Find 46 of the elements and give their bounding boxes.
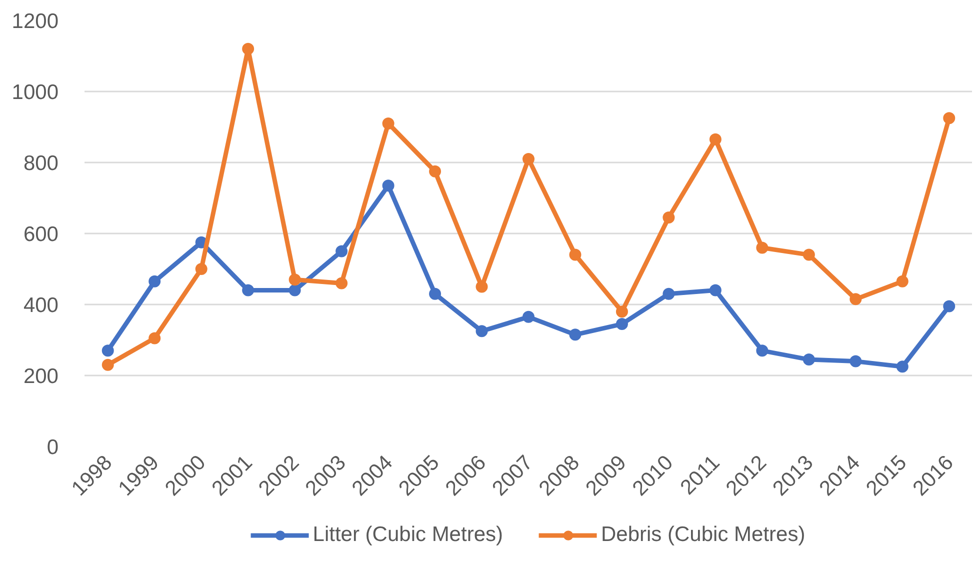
- point: [850, 293, 862, 306]
- point: [662, 288, 675, 300]
- point: [802, 354, 815, 366]
- point: [709, 284, 722, 296]
- legend-label: Debris (Cubic Metres): [601, 523, 806, 547]
- point: [802, 248, 815, 261]
- y-tick-label: 1000: [12, 81, 58, 104]
- point: [616, 306, 628, 318]
- point: [242, 284, 254, 296]
- point: [382, 180, 394, 192]
- y-tick-label: 600: [23, 223, 59, 246]
- point: [756, 242, 768, 254]
- point: [148, 275, 161, 288]
- point: [148, 332, 161, 344]
- point: [195, 263, 208, 275]
- point: [569, 328, 582, 341]
- point: [662, 212, 675, 224]
- point: [242, 42, 254, 55]
- point: [476, 325, 488, 338]
- y-tick-label: 200: [23, 365, 59, 388]
- y-tick-label: 1200: [12, 10, 58, 33]
- point: [429, 165, 442, 178]
- y-tick-label: 400: [23, 294, 59, 317]
- point: [429, 288, 442, 300]
- legend-label: Litter (Cubic Metres): [312, 523, 503, 547]
- point: [102, 344, 114, 357]
- point: [522, 152, 534, 165]
- point: [522, 310, 534, 323]
- point: [756, 344, 768, 357]
- point: [102, 358, 114, 371]
- point: [709, 133, 722, 146]
- point: [850, 355, 862, 368]
- point: [382, 117, 394, 130]
- point: [476, 280, 488, 293]
- point: [943, 112, 956, 124]
- point: [569, 248, 582, 261]
- point: [336, 277, 348, 290]
- point: [943, 300, 956, 312]
- point: [896, 275, 908, 288]
- y-tick-label: 800: [23, 152, 59, 175]
- y-tick-label: 0: [46, 436, 59, 459]
- point: [616, 318, 628, 330]
- point: [336, 245, 348, 258]
- point: [896, 360, 908, 373]
- point: [288, 274, 301, 286]
- point: [288, 284, 301, 296]
